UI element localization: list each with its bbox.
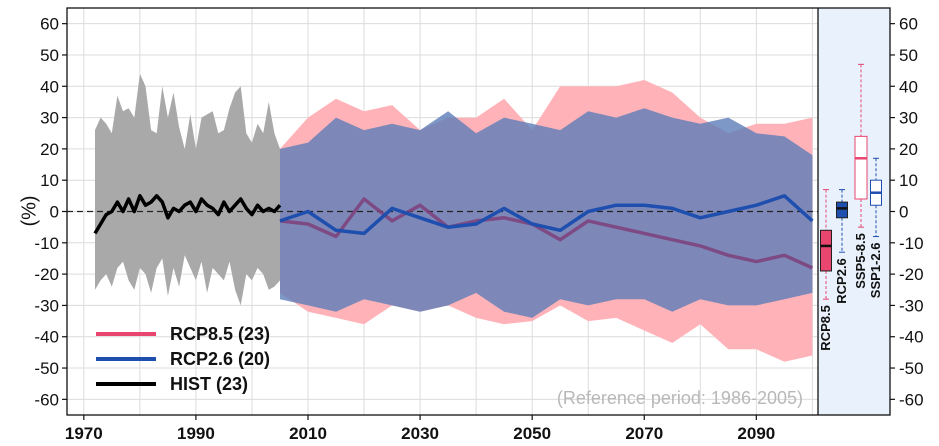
y-tick-label-right: -60 <box>899 390 924 409</box>
y-axis-label: (%) <box>18 195 40 226</box>
y-tick-label: -20 <box>34 265 59 284</box>
x-tick-label: 1970 <box>65 424 103 443</box>
spread-bands <box>95 73 813 362</box>
y-tick-label: 50 <box>40 46 59 65</box>
boxplot-panel <box>818 8 890 415</box>
y-tick-label-right: -20 <box>899 265 924 284</box>
y-tick-label: -40 <box>34 328 59 347</box>
y-tick-label: -60 <box>34 390 59 409</box>
x-tick-label: 2050 <box>513 424 551 443</box>
mean-lines <box>93 194 814 270</box>
y-tick-label-right: 60 <box>899 15 918 34</box>
x-tick-label: 2010 <box>289 424 327 443</box>
boxplot-rcp26: RCP2.6 <box>834 189 849 304</box>
reference-period-note: (Reference period: 1986-2005) <box>557 388 803 408</box>
y-axis-left: 60 50 40 30 20 10 0 -10 -20 -30 -40 -50 -60 <box>34 15 67 409</box>
legend: RCP8.5 (23) RCP2.6 (20) HIST (23) <box>96 324 270 394</box>
y-tick-label: 40 <box>40 77 59 96</box>
y-tick-label-right: -50 <box>899 359 924 378</box>
y-tick-label-right: 50 <box>899 46 918 65</box>
rcp26-spread-band <box>280 108 813 318</box>
y-tick-label: -50 <box>34 359 59 378</box>
boxplot-label: SSP1-2.6 <box>868 243 883 299</box>
y-axis-right: 60 50 40 30 20 10 0 -10 -20 -30 -40 -50 -60 <box>890 15 924 409</box>
x-tick-label: 2030 <box>401 424 439 443</box>
x-axis: 1970 1990 2010 2030 2050 2070 2090 <box>65 415 775 443</box>
y-tick-label-right: 40 <box>899 77 918 96</box>
rcp26-mean-line <box>279 194 814 236</box>
legend-label-hist: HIST (23) <box>170 374 248 394</box>
y-tick-label-right: -30 <box>899 296 924 315</box>
boxplot-ssp126: SSP1-2.6 <box>868 157 883 299</box>
y-tick-label-right: 10 <box>899 171 918 190</box>
boxplot-box <box>820 229 832 272</box>
y-tick-label-right: 0 <box>899 203 908 222</box>
boxplot-label: RCP8.5 <box>818 305 833 351</box>
y-tick-label: 10 <box>40 171 59 190</box>
y-tick-label: 30 <box>40 109 59 128</box>
boxplot-box <box>836 201 848 219</box>
x-tick-label: 2070 <box>625 424 663 443</box>
boxplot-label: RCP2.6 <box>834 258 849 304</box>
legend-label-rcp85: RCP8.5 (23) <box>170 324 270 344</box>
y-tick-label: -10 <box>34 234 59 253</box>
boxplot-label: SSP5-8.5 <box>853 233 868 289</box>
hist-spread-band <box>95 73 280 306</box>
legend-label-rcp26: RCP2.6 (20) <box>170 349 270 369</box>
hist-mean-line <box>93 194 282 235</box>
y-tick-label: 0 <box>50 203 59 222</box>
rcp85-mean-line <box>279 197 814 270</box>
x-tick-label: 2090 <box>737 424 775 443</box>
boxplot-rcp85: RCP8.5 <box>818 189 833 351</box>
x-tick-label: 1990 <box>177 424 215 443</box>
y-tick-label: -30 <box>34 296 59 315</box>
y-tick-label-right: 30 <box>899 109 918 128</box>
boxplot-ssp585: SSP5-8.5 <box>853 63 868 289</box>
y-tick-label: 20 <box>40 140 59 159</box>
y-tick-label: 60 <box>40 15 59 34</box>
y-tick-label-right: -40 <box>899 328 924 347</box>
y-tick-label-right: -10 <box>899 234 924 253</box>
boxplot-box <box>854 135 868 200</box>
y-tick-label-right: 20 <box>899 140 918 159</box>
